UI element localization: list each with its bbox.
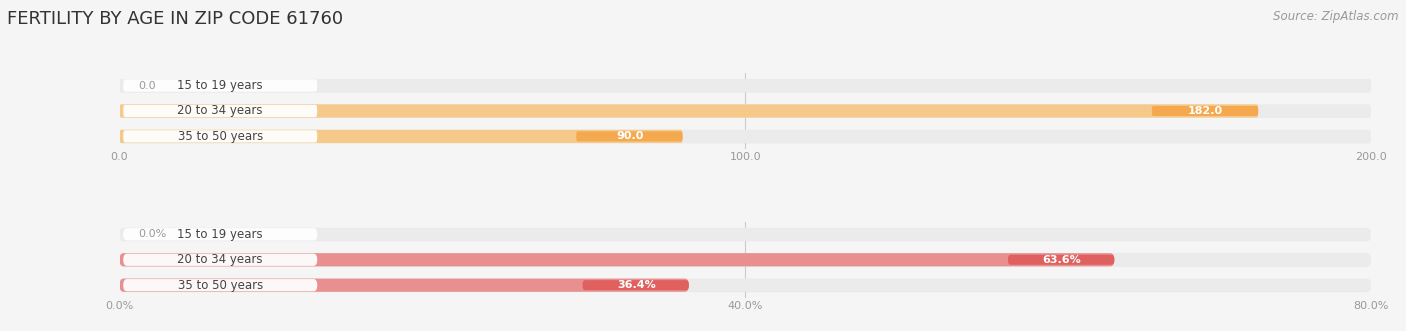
- FancyBboxPatch shape: [120, 279, 1371, 292]
- Text: 0.0: 0.0: [138, 80, 156, 91]
- FancyBboxPatch shape: [124, 79, 318, 92]
- FancyBboxPatch shape: [120, 130, 683, 143]
- Text: 36.4%: 36.4%: [617, 280, 655, 290]
- FancyBboxPatch shape: [120, 79, 1371, 92]
- FancyBboxPatch shape: [120, 104, 1258, 118]
- FancyBboxPatch shape: [124, 105, 318, 117]
- Text: 35 to 50 years: 35 to 50 years: [177, 130, 263, 143]
- FancyBboxPatch shape: [124, 279, 318, 291]
- FancyBboxPatch shape: [120, 253, 1371, 266]
- Text: 0.0%: 0.0%: [138, 229, 166, 239]
- FancyBboxPatch shape: [1152, 106, 1258, 116]
- Text: 15 to 19 years: 15 to 19 years: [177, 79, 263, 92]
- Text: 90.0: 90.0: [616, 131, 644, 141]
- Text: 20 to 34 years: 20 to 34 years: [177, 253, 263, 266]
- FancyBboxPatch shape: [120, 253, 1115, 266]
- FancyBboxPatch shape: [120, 130, 1371, 143]
- Text: FERTILITY BY AGE IN ZIP CODE 61760: FERTILITY BY AGE IN ZIP CODE 61760: [7, 10, 343, 28]
- Text: Source: ZipAtlas.com: Source: ZipAtlas.com: [1274, 10, 1399, 23]
- FancyBboxPatch shape: [124, 130, 318, 143]
- Text: 15 to 19 years: 15 to 19 years: [177, 228, 263, 241]
- FancyBboxPatch shape: [120, 279, 689, 292]
- FancyBboxPatch shape: [124, 228, 318, 240]
- FancyBboxPatch shape: [582, 280, 689, 290]
- Text: 35 to 50 years: 35 to 50 years: [177, 279, 263, 292]
- FancyBboxPatch shape: [120, 130, 1371, 143]
- FancyBboxPatch shape: [120, 279, 1371, 292]
- FancyBboxPatch shape: [124, 254, 318, 266]
- FancyBboxPatch shape: [120, 228, 1371, 241]
- FancyBboxPatch shape: [120, 104, 1371, 118]
- FancyBboxPatch shape: [120, 228, 1371, 241]
- FancyBboxPatch shape: [120, 79, 1371, 93]
- Text: 20 to 34 years: 20 to 34 years: [177, 105, 263, 118]
- FancyBboxPatch shape: [120, 254, 1371, 267]
- Text: 182.0: 182.0: [1188, 106, 1223, 116]
- FancyBboxPatch shape: [576, 131, 683, 141]
- FancyBboxPatch shape: [120, 105, 1371, 118]
- FancyBboxPatch shape: [1008, 255, 1115, 265]
- Text: 63.6%: 63.6%: [1042, 255, 1081, 265]
